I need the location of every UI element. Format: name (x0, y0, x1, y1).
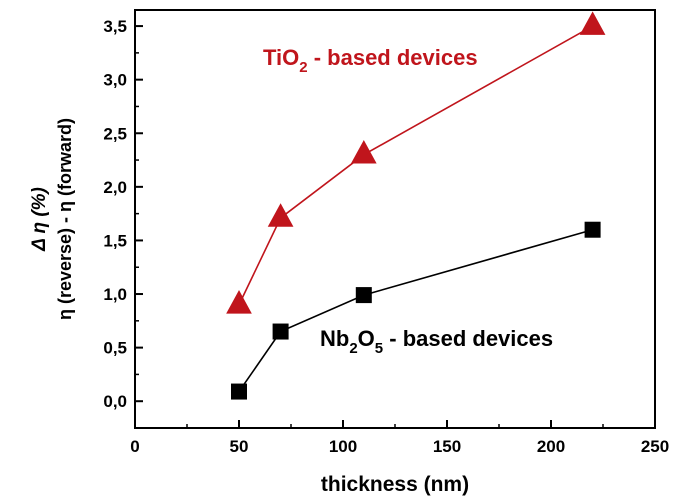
axis-ticks (134, 25, 656, 428)
y-tick-label: 0,5 (103, 339, 127, 358)
x-axis-title: thickness (nm) (321, 473, 469, 496)
data-point-square (355, 287, 372, 304)
data-point-square (272, 323, 289, 340)
y-tick-label: 0,0 (103, 392, 127, 411)
y-axis-title-line2: η (reverse) - η (forward) (55, 118, 75, 320)
x-tick-label: 200 (537, 437, 565, 456)
x-tick-label: 250 (641, 437, 669, 456)
data-point-triangle (579, 11, 606, 35)
annotation-nb2o5: Nb2O5 - based devices (320, 326, 553, 357)
y-tick-label: 1,5 (103, 231, 127, 250)
data-point-triangle (350, 140, 377, 164)
y-tick-label: 3,0 (103, 71, 127, 90)
data-point-triangle (226, 290, 252, 314)
y-tick-label: 1,0 (103, 285, 127, 304)
data-point-triangle (267, 203, 294, 227)
series-markers (226, 11, 606, 400)
y-tick-label: 2,5 (103, 124, 127, 143)
series-lines (238, 25, 593, 393)
data-point-square (231, 383, 247, 400)
y-axis-title-line1: Δ η (%) (29, 187, 50, 252)
series-line-0 (238, 25, 593, 306)
x-tick-label: 50 (230, 437, 249, 456)
tick-labels: 0 50 100 150 200 250 0,0 0,5 1,0 1,5 2,0 2,5 3,0 3,5 (103, 17, 669, 456)
x-tick-label: 100 (329, 437, 357, 456)
annotation-tio2: TiO2 - based devices (263, 45, 478, 76)
y-tick-label: 2,0 (103, 178, 127, 197)
plot-frame (134, 9, 656, 429)
data-point-square (584, 221, 601, 238)
x-tick-label: 150 (433, 437, 461, 456)
series-line-1 (238, 228, 593, 393)
y-tick-label: 3,5 (103, 17, 127, 36)
x-tick-label: 0 (130, 437, 139, 456)
